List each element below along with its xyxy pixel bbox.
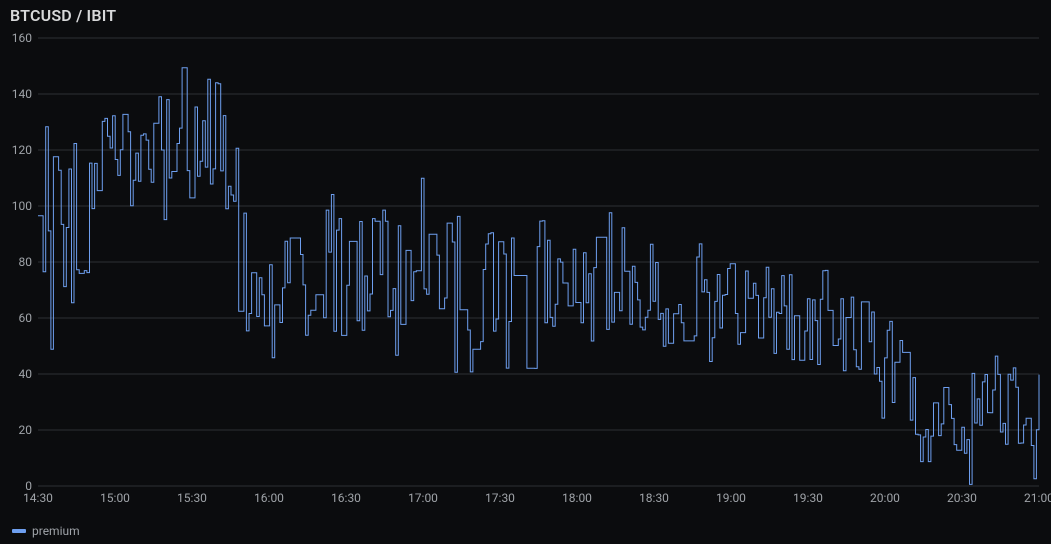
svg-text:15:00: 15:00 <box>100 491 130 505</box>
chart-svg: 02040608010012014016014:3015:0015:3016:0… <box>0 28 1051 514</box>
chart-panel: BTCUSD / IBIT 02040608010012014016014:30… <box>0 0 1051 544</box>
svg-text:80: 80 <box>19 255 33 269</box>
svg-text:160: 160 <box>12 31 32 45</box>
svg-text:40: 40 <box>19 367 33 381</box>
svg-text:20:30: 20:30 <box>947 491 977 505</box>
svg-text:140: 140 <box>12 87 32 101</box>
svg-text:20:00: 20:00 <box>870 491 900 505</box>
svg-text:100: 100 <box>12 199 32 213</box>
svg-text:17:00: 17:00 <box>408 491 438 505</box>
svg-text:18:30: 18:30 <box>639 491 669 505</box>
svg-text:60: 60 <box>19 311 33 325</box>
svg-text:17:30: 17:30 <box>485 491 515 505</box>
svg-text:20: 20 <box>19 423 33 437</box>
panel-title: BTCUSD / IBIT <box>10 6 116 25</box>
svg-text:18:00: 18:00 <box>562 491 592 505</box>
svg-text:14:30: 14:30 <box>23 491 53 505</box>
svg-text:16:30: 16:30 <box>331 491 361 505</box>
legend-swatch <box>12 529 26 533</box>
svg-text:19:30: 19:30 <box>793 491 823 505</box>
svg-text:15:30: 15:30 <box>177 491 207 505</box>
legend[interactable]: premium <box>12 524 80 538</box>
svg-text:19:00: 19:00 <box>716 491 746 505</box>
svg-text:16:00: 16:00 <box>254 491 284 505</box>
svg-text:120: 120 <box>12 143 32 157</box>
svg-text:21:00: 21:00 <box>1024 491 1051 505</box>
legend-label: premium <box>32 524 80 538</box>
chart-area[interactable]: 02040608010012014016014:3015:0015:3016:0… <box>0 28 1051 514</box>
